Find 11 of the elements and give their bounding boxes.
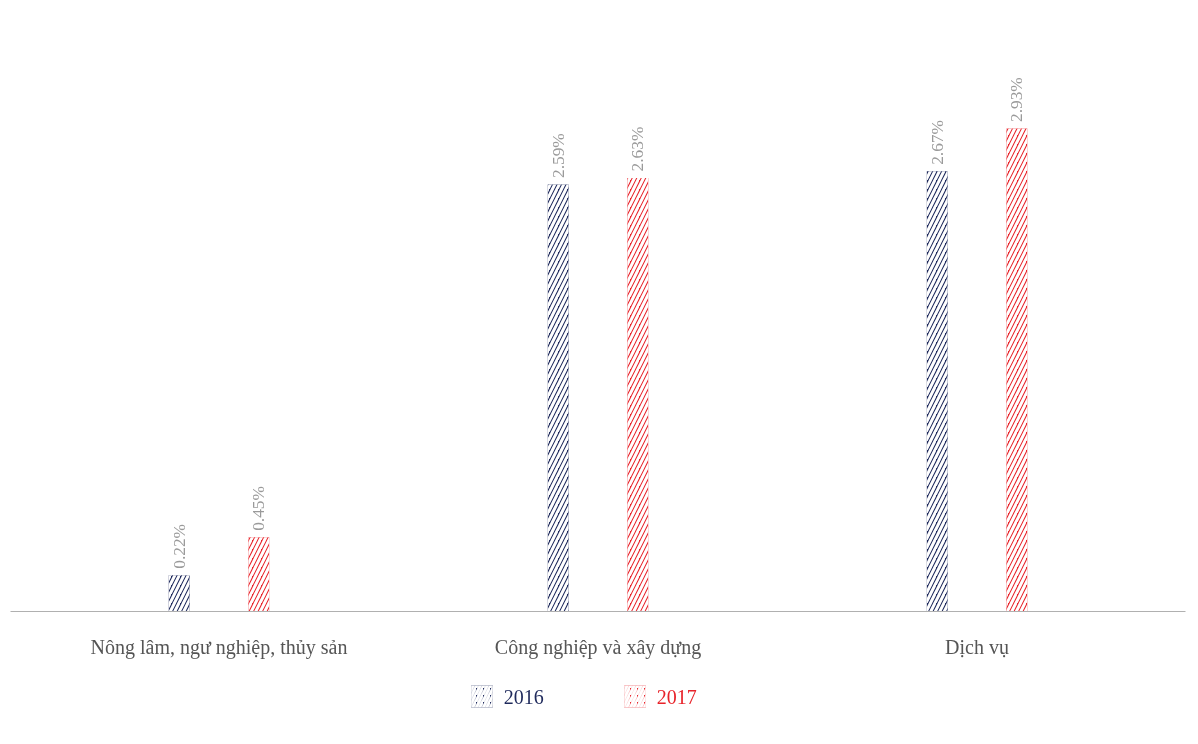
legend-label: 2016 [503,685,544,708]
x-tick-label: Nông lâm, ngư nghiệp, thủy sản [90,635,348,659]
data-label: 0.22% [169,523,189,569]
legend-label: 2017 [656,685,697,708]
data-label: 0.45% [249,486,269,531]
x-tick-label: Công nghiệp và xây dựng [494,635,702,659]
x-tick-label: Dịch vụ [945,635,1009,658]
data-label: 2.93% [1007,77,1027,122]
data-label: 2.67% [927,120,947,165]
data-label: 2.59% [548,133,568,179]
data-label: 2.63% [628,126,648,172]
